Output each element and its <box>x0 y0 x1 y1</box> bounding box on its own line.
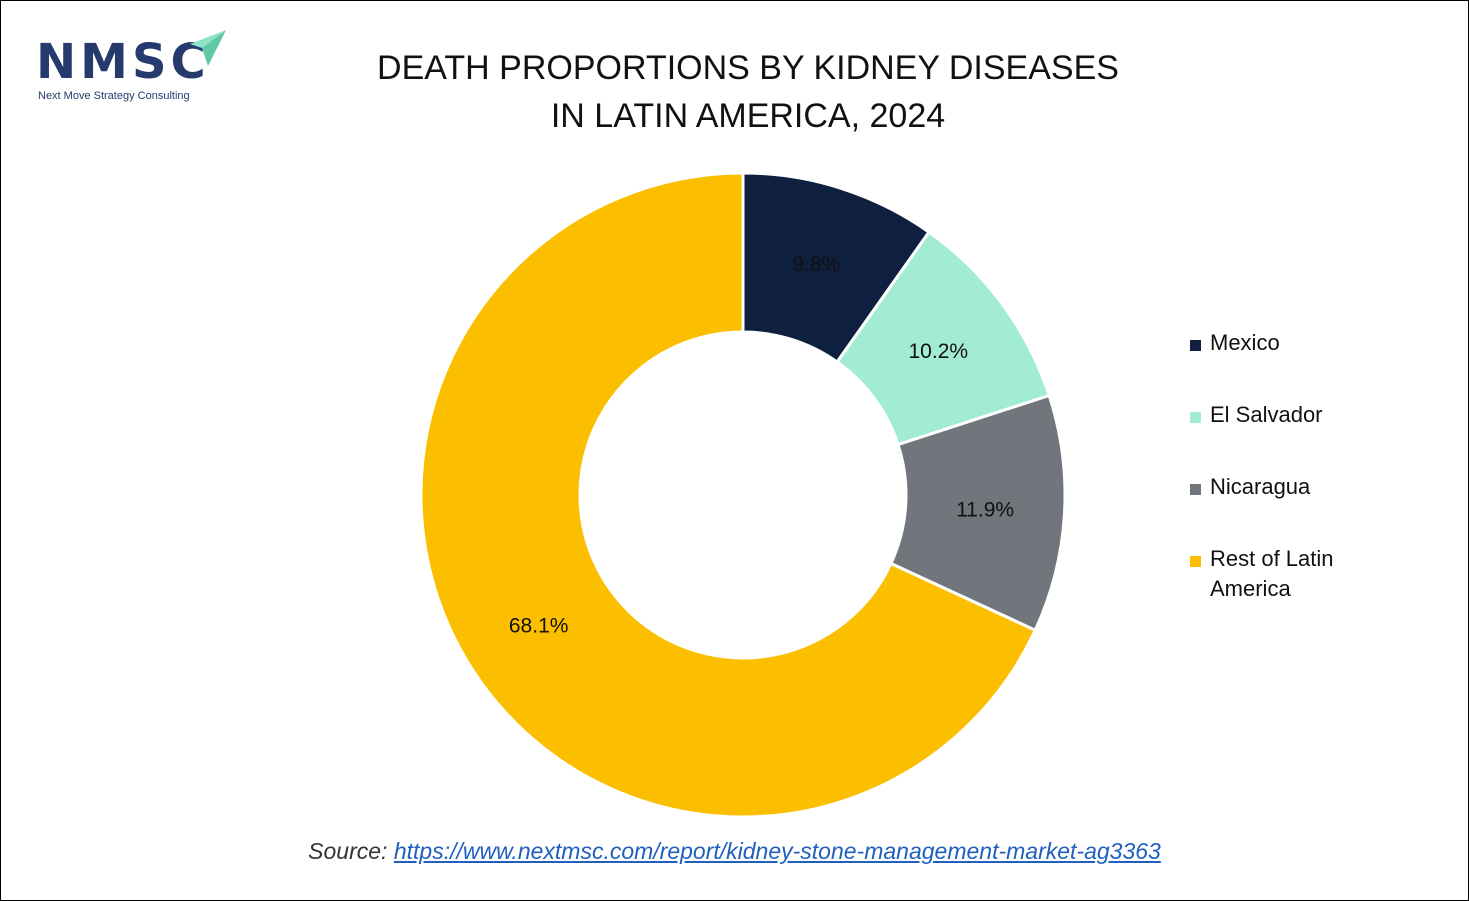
legend-label: El Salvador <box>1210 402 1323 427</box>
legend-swatch <box>1190 556 1201 567</box>
logo-subtitle: Next Move Strategy Consulting <box>38 90 190 102</box>
chart-title-line2: IN LATIN AMERICA, 2024 <box>550 97 946 135</box>
slice-data-label: 10.2% <box>909 340 969 363</box>
legend-swatch <box>1190 340 1201 351</box>
paper-plane-icon <box>190 30 226 66</box>
source-link[interactable]: https://www.nextmsc.com/report/kidney-st… <box>393 838 1161 864</box>
legend-label: Mexico <box>1210 330 1280 355</box>
slice-data-label: 9.8% <box>793 253 841 276</box>
slice-data-label: 68.1% <box>509 615 569 638</box>
legend-swatch <box>1190 484 1201 495</box>
chart-title: DEATH PROPORTIONS BY KIDNEY DISEASES IN … <box>300 44 1196 140</box>
donut-slice-rest-of-latin-america <box>419 171 1038 819</box>
nmsc-logo: NMSC Next Move Strategy Consulting <box>36 28 236 108</box>
chart-title-line1: DEATH PROPORTIONS BY KIDNEY DISEASES <box>377 49 1119 87</box>
legend-item-el-salvador: El Salvador <box>1190 400 1390 472</box>
legend-item-rest-of-latin-america: Rest of Latin America <box>1190 544 1390 616</box>
legend-label: Nicaragua <box>1210 474 1311 499</box>
legend-swatch <box>1190 412 1201 423</box>
legend-item-mexico: Mexico <box>1190 328 1390 400</box>
logo-wordmark: NMSC <box>36 34 210 90</box>
legend-label: Rest of Latin America <box>1210 546 1334 601</box>
donut-slice-nicaragua <box>888 393 1067 633</box>
source-note: Source: https://www.nextmsc.com/report/k… <box>0 838 1469 865</box>
legend-item-nicaragua: Nicaragua <box>1190 472 1390 544</box>
chart-legend: Mexico El Salvador Nicaragua Rest of Lat… <box>1190 328 1390 616</box>
source-prefix: Source: <box>308 838 394 864</box>
slice-data-label: 11.9% <box>956 498 1014 521</box>
